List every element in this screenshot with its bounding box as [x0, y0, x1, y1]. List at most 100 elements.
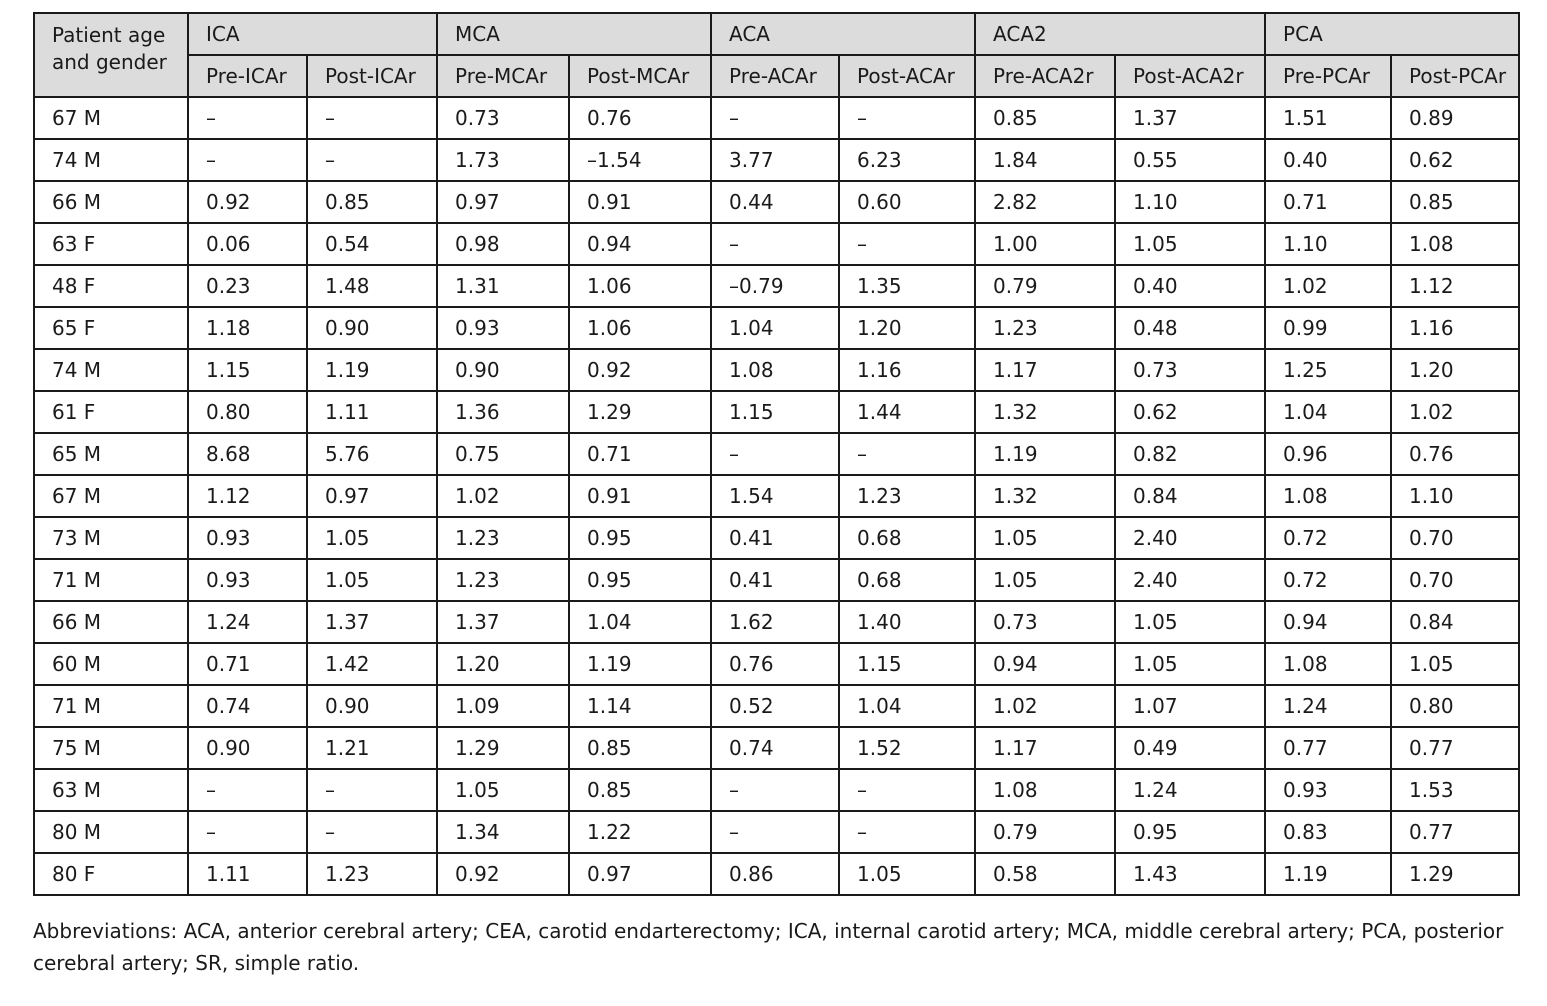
- subheader-pre-acar: Pre-ACAr: [710, 54, 841, 98]
- subheader-post-acar: Post-ACAr: [838, 54, 977, 98]
- value-cell: 1.23: [436, 516, 571, 560]
- table-row: 63 M – –1.05 0.85– –1.08 1.24 0.93 1.53: [33, 768, 1521, 812]
- value-cell: 0.70: [1390, 516, 1521, 560]
- value-cell: 1.08: [1390, 222, 1521, 266]
- table-row: 61 F 0.80 1.11 1.36 1.29 1.15 1.44 1.32 0.62 1.04…: [33, 390, 1521, 434]
- value-cell: 0.73: [436, 96, 571, 140]
- value-cell: 0.77: [1264, 726, 1393, 770]
- table-body: 67 M – –0.73 0.76– –0.85 1.37 1.51 0.89 74 M – –1.…: [33, 96, 1521, 896]
- value-cell: 1.05: [838, 852, 977, 896]
- table-row: 66 M 0.92 0.85 0.97 0.91 0.44 0.60 2.82 1.10 0.71…: [33, 180, 1521, 224]
- value-cell: –: [305, 96, 439, 140]
- subheader-pre-pcar: Pre-PCAr: [1264, 54, 1393, 98]
- value-cell: 1.62: [710, 600, 841, 644]
- table-header: Patient age and gender ICA MCA ACA ACA2 …: [33, 12, 1521, 98]
- value-cell: 1.04: [838, 684, 977, 728]
- value-cell: 0.62: [1390, 138, 1521, 182]
- value-cell: 1.20: [436, 642, 571, 686]
- value-cell: 0.85: [305, 180, 439, 224]
- table-container: Patient age and gender ICA MCA ACA ACA2 …: [33, 12, 1521, 896]
- value-cell: 0.80: [1390, 684, 1521, 728]
- value-cell: –: [187, 138, 308, 182]
- patient-cell: 66 M: [33, 180, 189, 224]
- value-cell: 0.85: [1390, 180, 1521, 224]
- value-cell: 1.11: [305, 390, 439, 434]
- value-cell: –: [710, 222, 841, 266]
- value-cell: 0.49: [1114, 726, 1267, 770]
- value-cell: 0.91: [568, 474, 713, 518]
- value-cell: 0.84: [1390, 600, 1521, 644]
- value-cell: 1.17: [974, 726, 1117, 770]
- value-cell: –: [305, 810, 439, 854]
- value-cell: 1.31: [436, 264, 571, 308]
- value-cell: –: [305, 768, 439, 812]
- value-cell: 1.51: [1264, 96, 1393, 140]
- value-cell: –: [187, 96, 308, 140]
- patient-cell: 66 M: [33, 600, 189, 644]
- patient-cell: 67 M: [33, 474, 189, 518]
- value-cell: 0.89: [1390, 96, 1521, 140]
- value-cell: 1.23: [974, 306, 1117, 350]
- value-cell: –1.54: [568, 138, 713, 182]
- value-cell: 0.06: [187, 222, 308, 266]
- value-cell: 1.43: [1114, 852, 1267, 896]
- value-cell: 1.22: [568, 810, 713, 854]
- value-cell: 0.58: [974, 852, 1117, 896]
- value-cell: 0.97: [305, 474, 439, 518]
- value-cell: 0.74: [710, 726, 841, 770]
- value-cell: 1.84: [974, 138, 1117, 182]
- value-cell: 0.73: [974, 600, 1117, 644]
- table-row: 71 M 0.93 1.05 1.23 0.95 0.41 0.68 1.05 2.40 0.72…: [33, 558, 1521, 602]
- table-row: 74 M 1.15 1.19 0.90 0.92 1.08 1.16 1.17 0.73 1.25…: [33, 348, 1521, 392]
- patient-cell: 80 M: [33, 810, 189, 854]
- subheader-post-aca2r: Post-ACA2r: [1114, 54, 1267, 98]
- value-cell: 8.68: [187, 432, 308, 476]
- value-cell: 0.90: [305, 684, 439, 728]
- patient-cell: 67 M: [33, 96, 189, 140]
- value-cell: 0.52: [710, 684, 841, 728]
- data-table: Patient age and gender ICA MCA ACA ACA2 …: [33, 12, 1521, 896]
- patient-cell: 71 M: [33, 558, 189, 602]
- value-cell: 1.18: [187, 306, 308, 350]
- patient-cell: 63 F: [33, 222, 189, 266]
- value-cell: 1.37: [1114, 96, 1267, 140]
- value-cell: 0.97: [436, 180, 571, 224]
- value-cell: 1.05: [305, 558, 439, 602]
- value-cell: –: [710, 96, 841, 140]
- subheader-pre-mcar: Pre-MCAr: [436, 54, 571, 98]
- value-cell: 0.93: [187, 558, 308, 602]
- value-cell: 1.24: [187, 600, 308, 644]
- value-cell: 0.75: [436, 432, 571, 476]
- value-cell: 0.71: [1264, 180, 1393, 224]
- value-cell: 1.02: [436, 474, 571, 518]
- value-cell: –0.79: [710, 264, 841, 308]
- value-cell: 0.98: [436, 222, 571, 266]
- table-row: 67 M 1.12 0.97 1.02 0.91 1.54 1.23 1.32 0.84 1.08…: [33, 474, 1521, 518]
- value-cell: 1.24: [1264, 684, 1393, 728]
- value-cell: –: [710, 810, 841, 854]
- value-cell: 0.85: [974, 96, 1117, 140]
- value-cell: 0.76: [568, 96, 713, 140]
- value-cell: 0.92: [568, 348, 713, 392]
- patient-cell: 61 F: [33, 390, 189, 434]
- value-cell: 1.29: [568, 390, 713, 434]
- value-cell: 0.55: [1114, 138, 1267, 182]
- value-cell: 1.15: [187, 348, 308, 392]
- group-header-aca2: ACA2: [974, 12, 1267, 56]
- value-cell: 1.08: [974, 768, 1117, 812]
- value-cell: 1.09: [436, 684, 571, 728]
- value-cell: 0.84: [1114, 474, 1267, 518]
- patient-cell: 48 F: [33, 264, 189, 308]
- value-cell: 1.06: [568, 264, 713, 308]
- value-cell: 2.40: [1114, 558, 1267, 602]
- value-cell: 1.32: [974, 474, 1117, 518]
- value-cell: –: [305, 138, 439, 182]
- value-cell: 0.62: [1114, 390, 1267, 434]
- value-cell: 0.80: [187, 390, 308, 434]
- value-cell: 1.52: [838, 726, 977, 770]
- table-row: 74 M – –1.73 –1.54 3.77 6.23 1.84 0.55 0.40 0.62: [33, 138, 1521, 182]
- table-row: 66 M 1.24 1.37 1.37 1.04 1.62 1.40 0.73 1.05 0.94…: [33, 600, 1521, 644]
- value-cell: 0.41: [710, 516, 841, 560]
- value-cell: 1.42: [305, 642, 439, 686]
- value-cell: 1.20: [1390, 348, 1521, 392]
